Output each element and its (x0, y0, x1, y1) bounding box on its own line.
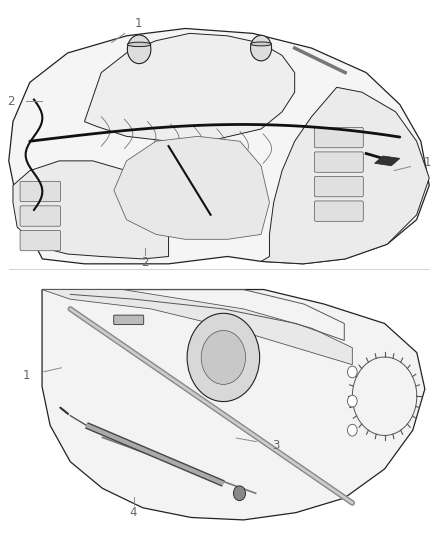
Circle shape (347, 395, 357, 407)
Polygon shape (9, 28, 429, 264)
FancyBboxPatch shape (20, 230, 60, 251)
Polygon shape (85, 34, 295, 141)
FancyBboxPatch shape (20, 206, 60, 226)
Polygon shape (13, 161, 169, 259)
Polygon shape (374, 156, 400, 166)
Circle shape (127, 35, 151, 63)
Circle shape (201, 330, 246, 384)
Ellipse shape (251, 42, 272, 46)
Text: 1: 1 (134, 18, 142, 30)
Circle shape (347, 366, 357, 378)
Polygon shape (261, 87, 429, 264)
FancyBboxPatch shape (114, 315, 144, 325)
Circle shape (233, 486, 246, 500)
FancyBboxPatch shape (20, 181, 60, 201)
Text: 3: 3 (272, 439, 279, 451)
Text: 1: 1 (423, 156, 431, 169)
Circle shape (251, 35, 272, 61)
Polygon shape (114, 136, 269, 239)
Circle shape (347, 424, 357, 436)
Text: 2: 2 (141, 256, 148, 269)
Polygon shape (42, 289, 352, 365)
FancyBboxPatch shape (314, 127, 363, 148)
Circle shape (187, 313, 260, 401)
FancyBboxPatch shape (314, 176, 363, 197)
Text: 4: 4 (130, 506, 138, 519)
FancyBboxPatch shape (314, 152, 363, 172)
Polygon shape (42, 289, 425, 520)
Text: 2: 2 (7, 95, 15, 108)
Ellipse shape (127, 42, 151, 46)
FancyArrowPatch shape (60, 408, 68, 414)
Text: 1: 1 (22, 369, 30, 382)
FancyBboxPatch shape (314, 201, 363, 221)
